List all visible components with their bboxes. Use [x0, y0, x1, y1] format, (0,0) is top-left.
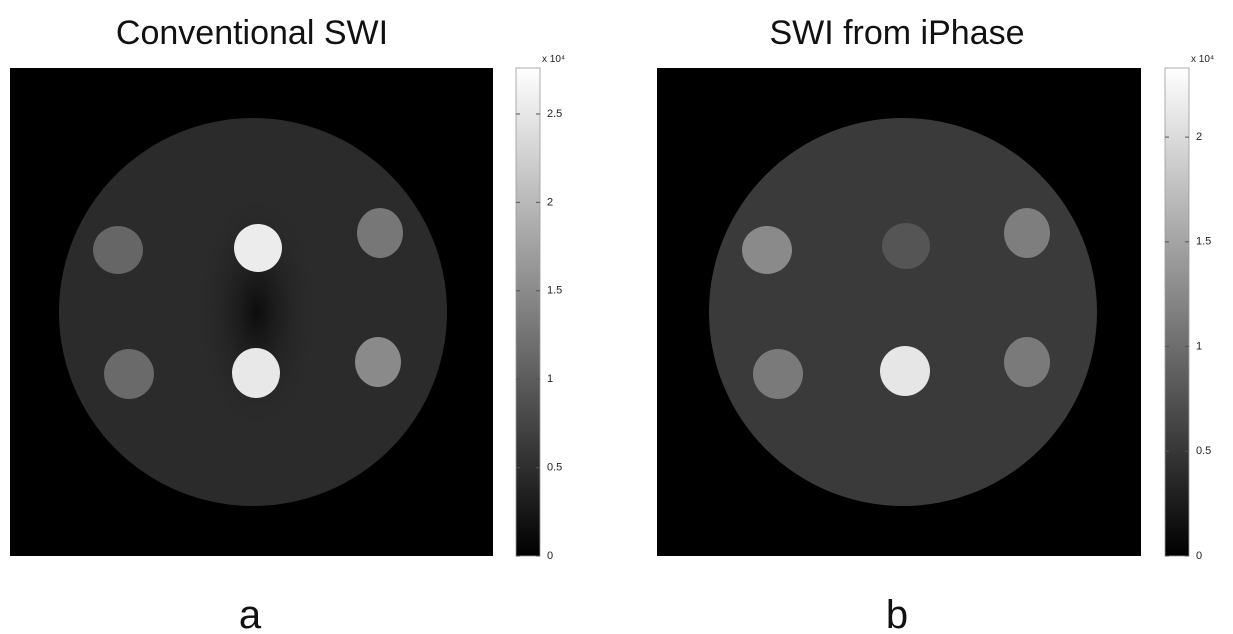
colorbar-tick-label: 0.5	[547, 462, 562, 474]
figure: Conventional SWI SWI from iPhase a b x 1…	[0, 0, 1233, 634]
colorbar-tick-label: 1	[547, 373, 553, 385]
colorbar	[516, 68, 540, 556]
colorbar-tick-label: 0	[547, 550, 553, 562]
panel-title: Conventional SWI	[116, 14, 388, 52]
colorbar-tick-label: 1.5	[547, 285, 562, 297]
colorbar-scale: x 10⁴	[542, 54, 565, 65]
panel-letter: a	[239, 593, 262, 634]
colorbar-tick-label: 0.5	[1196, 445, 1211, 457]
colorbar	[1165, 68, 1189, 556]
image-a	[10, 68, 493, 556]
colorbar-tick-label: 2	[1196, 131, 1202, 143]
colorbar-tick-label: 2	[547, 196, 553, 208]
colorbar-tick-label: 2.5	[547, 108, 562, 120]
panel-title: SWI from iPhase	[769, 14, 1024, 52]
colorbar-tick-label: 0	[1196, 550, 1202, 562]
colorbar-tick-label: 1.5	[1196, 236, 1211, 248]
colorbar-scale: x 10⁴	[1191, 54, 1214, 65]
panel-letter: b	[886, 593, 908, 634]
image-b	[657, 68, 1141, 556]
colorbar-tick-label: 1	[1196, 340, 1202, 352]
